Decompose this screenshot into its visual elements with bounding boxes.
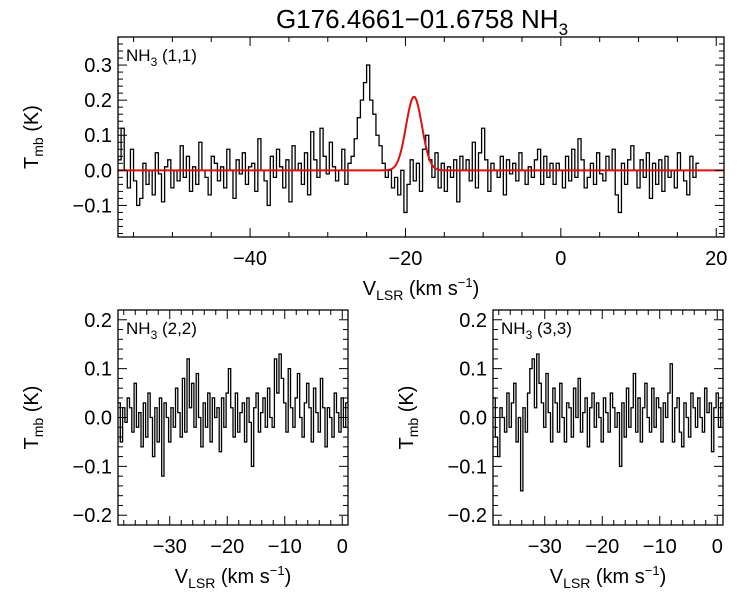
y-axis-label: Tmb (K) — [21, 386, 46, 450]
y-tick-label: 0.0 — [84, 408, 112, 430]
x-tick-label: −30 — [528, 536, 562, 558]
y-axis-label: Tmb (K) — [396, 386, 421, 450]
x-tick-label: −20 — [388, 248, 422, 270]
y-tick-label: 0.2 — [84, 90, 112, 112]
y-tick-label: 0.1 — [459, 359, 487, 381]
panel-nh3-33: −30 −20 −10 0 −0.2 −0.1 0.0 0.1 0.2 NH3 (3,3) VLSR… — [396, 309, 724, 591]
y-tick-label: −0.1 — [73, 195, 112, 217]
x-tick-label: −20 — [585, 536, 619, 558]
y-tick-label: 0.2 — [84, 310, 112, 332]
spectrum-line — [118, 64, 700, 214]
gaussian-fit-line — [118, 95, 724, 172]
x-tick-label: −20 — [210, 536, 244, 558]
y-tick-label: −0.2 — [448, 505, 487, 527]
y-tick-label: −0.2 — [73, 505, 112, 527]
plot-area — [118, 64, 724, 214]
panel-label: NH3 (2,2) — [126, 319, 197, 342]
y-tick-label: 0.2 — [459, 310, 487, 332]
spectrum-line — [493, 353, 723, 492]
x-axis-label: VLSR (km s−1) — [175, 563, 292, 591]
plot-frame — [117, 36, 725, 238]
y-tick-label: 0.0 — [84, 160, 112, 182]
x-axis-label: VLSR (km s−1) — [363, 275, 480, 303]
panel-nh3-11: −40 −20 0 20 −0.1 0.0 0.1 0.2 0.3 NH3 (1,1) VLSR (… — [21, 36, 727, 303]
x-axis-label: VLSR (km s−1) — [550, 563, 667, 591]
panel-nh3-22: −30 −20 −10 0 −0.2 −0.1 0.0 0.1 0.2 NH3 (2,2) VLSR… — [21, 309, 349, 591]
y-tick-label: −0.1 — [73, 456, 112, 478]
x-tick-label: 0 — [555, 248, 566, 270]
figure-title: G176.4661−01.6758 NH3 — [276, 4, 568, 39]
y-tick-label: 0.1 — [84, 125, 112, 147]
x-tick-label: 0 — [712, 536, 723, 558]
spectrum-line — [118, 353, 348, 477]
x-tick-label: −10 — [268, 536, 302, 558]
y-tick-label: −0.1 — [448, 456, 487, 478]
x-tick-label: −30 — [153, 536, 187, 558]
x-tick-label: −10 — [643, 536, 677, 558]
y-axis-label: Tmb (K) — [21, 105, 46, 169]
y-tick-label: 0.1 — [84, 359, 112, 381]
x-tick-label: −40 — [233, 248, 267, 270]
plot-area — [493, 353, 723, 492]
panel-label: NH3 (1,1) — [126, 46, 197, 69]
x-tick-label: 0 — [337, 536, 348, 558]
panel-label: NH3 (3,3) — [501, 319, 572, 342]
y-tick-label: 0.0 — [459, 408, 487, 430]
plot-area — [118, 353, 348, 477]
y-tick-label: 0.3 — [84, 55, 112, 77]
x-tick-label: 20 — [705, 248, 727, 270]
